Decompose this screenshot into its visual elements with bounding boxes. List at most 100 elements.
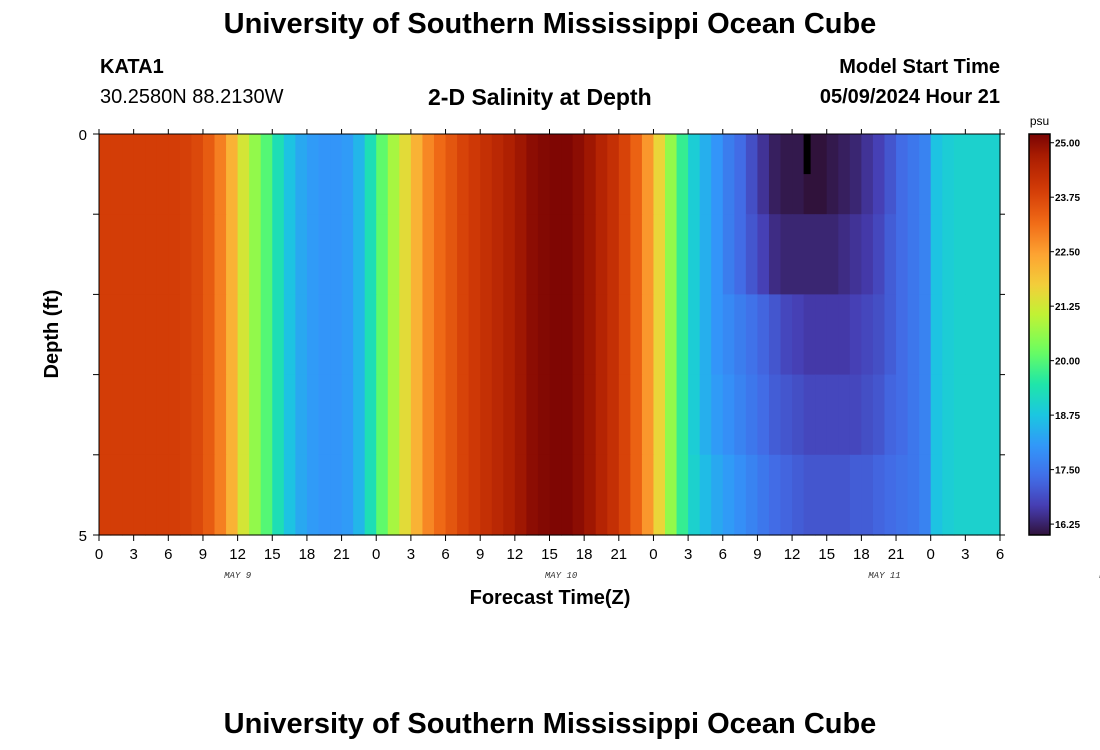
heatmap-cell: [757, 214, 770, 295]
heatmap-cell: [780, 374, 793, 456]
heatmap-cell: [445, 294, 458, 376]
chart-subtitle: 2-D Salinity at Depth: [428, 84, 652, 110]
colorbar-label: 17.50: [1055, 466, 1080, 477]
heatmap-cell: [503, 134, 516, 215]
heatmap-cell: [295, 214, 308, 295]
heatmap-cell: [792, 454, 805, 536]
heatmap-cell: [526, 214, 539, 295]
heatmap-cell: [618, 134, 631, 215]
heatmap-cell: [942, 294, 955, 376]
heatmap-cell: [133, 294, 146, 376]
heatmap-cell: [202, 294, 216, 376]
heatmap-cell: [283, 134, 296, 215]
heatmap-cell: [942, 374, 955, 456]
x-tick-label: 21: [610, 546, 627, 563]
heatmap-cell: [792, 374, 805, 456]
heatmap-cell: [410, 134, 424, 215]
heatmap-cell: [341, 214, 354, 295]
heatmap-cell: [260, 374, 273, 456]
heatmap-cell: [815, 454, 828, 536]
heatmap-cell: [422, 454, 435, 536]
heatmap-cell: [145, 134, 158, 215]
colorbar-label: 25.00: [1055, 139, 1080, 150]
heatmap-cell: [572, 374, 585, 456]
heatmap-cell: [665, 374, 678, 456]
heatmap-cell: [861, 214, 874, 295]
heatmap-cell: [249, 294, 262, 376]
heatmap-cell: [826, 454, 839, 536]
heatmap-cell: [711, 454, 724, 536]
heatmap-cell: [318, 454, 331, 536]
heatmap-cell: [457, 134, 470, 215]
heatmap-cell: [676, 374, 689, 456]
heatmap-cell: [330, 374, 343, 456]
heatmap-cell: [295, 454, 308, 536]
heatmap-cell: [919, 294, 932, 376]
heatmap-cell: [607, 454, 620, 536]
heatmap-cell: [665, 134, 678, 215]
heatmap-cell: [433, 374, 447, 456]
heatmap-cell: [930, 214, 943, 295]
heatmap-cell: [330, 134, 343, 215]
heatmap-cell: [433, 454, 447, 536]
heatmap-cell: [133, 454, 146, 536]
heatmap-cell: [561, 454, 574, 536]
heatmap-cell: [711, 294, 724, 376]
heatmap-cell: [399, 214, 412, 295]
heatmap-cell: [306, 454, 320, 536]
heatmap-cell: [722, 214, 735, 295]
heatmap-cell: [330, 294, 343, 376]
heatmap-cell: [607, 294, 620, 376]
heatmap-cell: [572, 134, 585, 215]
heatmap-cell: [145, 374, 158, 456]
heatmap-cell: [884, 294, 897, 376]
heatmap-cell: [549, 454, 562, 536]
heatmap-cell: [618, 374, 631, 456]
heatmap-cell: [688, 374, 701, 456]
heatmap-cell: [364, 134, 377, 215]
heatmap-cell: [688, 454, 701, 536]
heatmap-cell: [780, 294, 793, 376]
heatmap-cell: [907, 294, 920, 376]
x-tick-label: 15: [818, 546, 835, 563]
heatmap-cell: [145, 454, 158, 536]
heatmap-cell: [734, 134, 747, 215]
heatmap-cell: [260, 214, 273, 295]
heatmap-cell: [156, 374, 169, 456]
heatmap-cell: [907, 134, 920, 215]
heatmap-cell: [815, 374, 828, 456]
heatmap-cell: [653, 214, 666, 295]
heatmap-cell: [919, 214, 932, 295]
heatmap-cell: [549, 134, 562, 215]
heatmap-cell: [445, 454, 458, 536]
heatmap-cell: [780, 214, 793, 295]
heatmap-cell: [99, 214, 112, 295]
heatmap-cell: [976, 134, 990, 215]
date-label: MAY 10: [545, 571, 578, 581]
x-tick-label: 3: [129, 546, 137, 563]
heatmap-cell: [122, 214, 135, 295]
heatmap-cell: [387, 454, 400, 536]
x-tick-label: 18: [576, 546, 593, 563]
heatmap-cell: [156, 134, 169, 215]
heatmap-cell: [930, 294, 943, 376]
heatmap-cell: [376, 134, 389, 215]
colorbar-label: 22.50: [1055, 248, 1080, 259]
heatmap-cell: [722, 454, 735, 536]
x-tick-label: 3: [407, 546, 415, 563]
heatmap-cell: [745, 134, 759, 215]
heatmap-cell: [122, 454, 135, 536]
heatmap-cell: [872, 454, 886, 536]
heatmap-cell: [919, 374, 932, 456]
heatmap-cell: [699, 214, 712, 295]
heatmap-cell: [884, 454, 897, 536]
heatmap-cell: [514, 374, 527, 456]
heatmap-cell: [965, 454, 978, 536]
x-tick-label: 12: [507, 546, 524, 563]
heatmap-cell: [607, 134, 620, 215]
heatmap-cell: [976, 454, 990, 536]
heatmap-cell: [537, 454, 551, 536]
heatmap-cell: [757, 374, 770, 456]
heatmap-cell: [757, 454, 770, 536]
heatmap-cell: [503, 454, 516, 536]
